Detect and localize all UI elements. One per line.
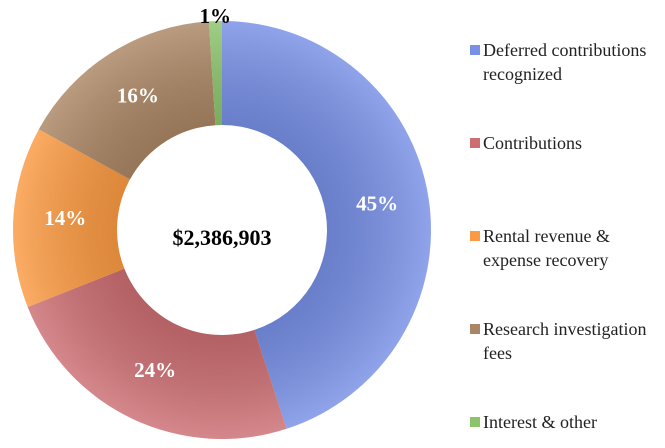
legend-label: Deferred contributions recognized — [483, 40, 647, 84]
legend-label: Research investigation fees — [483, 319, 647, 363]
legend-swatch — [470, 324, 480, 334]
slice-label: 24% — [134, 358, 176, 382]
legend-item: Deferred contributions recognized — [470, 38, 665, 86]
legend-item: Rental revenue & expense recovery — [470, 224, 665, 272]
legend-swatch — [470, 417, 480, 427]
legend-label: Interest & other — [483, 412, 597, 432]
center-label: $2,386,903 — [173, 225, 272, 250]
legend-swatch — [470, 231, 480, 241]
slice-label: 1% — [200, 4, 232, 28]
legend-item: Research investigation fees — [470, 317, 665, 365]
slice — [27, 268, 287, 439]
slice-label: 14% — [44, 206, 86, 230]
legend-label: Contributions — [483, 133, 583, 153]
legend-item: Contributions — [470, 131, 665, 155]
slice-label: 45% — [356, 191, 398, 215]
legend-swatch — [470, 45, 480, 55]
slice-label: 16% — [117, 83, 159, 107]
legend-swatch — [470, 138, 480, 148]
legend-item: Interest & other — [470, 410, 665, 434]
legend-label: Rental revenue & expense recovery — [483, 226, 610, 270]
